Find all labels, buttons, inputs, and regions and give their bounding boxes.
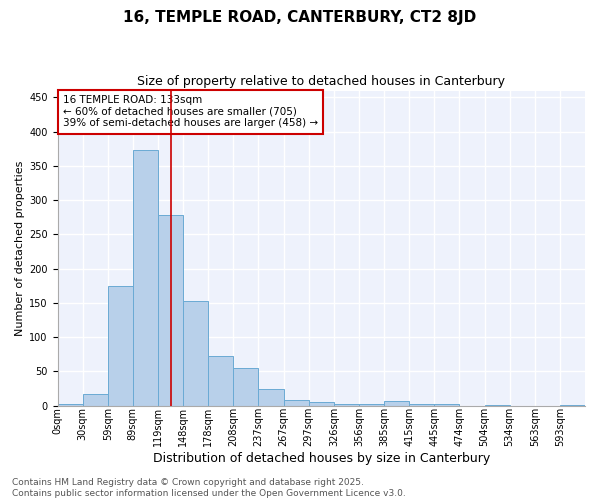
Bar xyxy=(308,402,334,406)
Bar xyxy=(233,368,259,406)
Bar xyxy=(359,404,384,406)
Text: 16 TEMPLE ROAD: 133sqm
← 60% of detached houses are smaller (705)
39% of semi-de: 16 TEMPLE ROAD: 133sqm ← 60% of detached… xyxy=(63,96,318,128)
Bar xyxy=(208,356,233,406)
Bar xyxy=(108,286,133,406)
Bar xyxy=(334,404,359,406)
Bar xyxy=(409,404,434,406)
Text: Contains HM Land Registry data © Crown copyright and database right 2025.
Contai: Contains HM Land Registry data © Crown c… xyxy=(12,478,406,498)
Bar xyxy=(158,215,183,406)
Bar xyxy=(485,405,509,406)
Bar xyxy=(58,404,83,406)
Title: Size of property relative to detached houses in Canterbury: Size of property relative to detached ho… xyxy=(137,75,505,88)
Bar xyxy=(183,301,208,406)
Bar xyxy=(83,394,108,406)
Bar xyxy=(384,401,409,406)
Bar xyxy=(259,388,284,406)
Bar xyxy=(560,405,585,406)
Bar xyxy=(284,400,308,406)
Text: 16, TEMPLE ROAD, CANTERBURY, CT2 8JD: 16, TEMPLE ROAD, CANTERBURY, CT2 8JD xyxy=(124,10,476,25)
Y-axis label: Number of detached properties: Number of detached properties xyxy=(15,160,25,336)
Bar xyxy=(434,404,460,406)
Bar xyxy=(133,150,158,406)
X-axis label: Distribution of detached houses by size in Canterbury: Distribution of detached houses by size … xyxy=(152,452,490,465)
